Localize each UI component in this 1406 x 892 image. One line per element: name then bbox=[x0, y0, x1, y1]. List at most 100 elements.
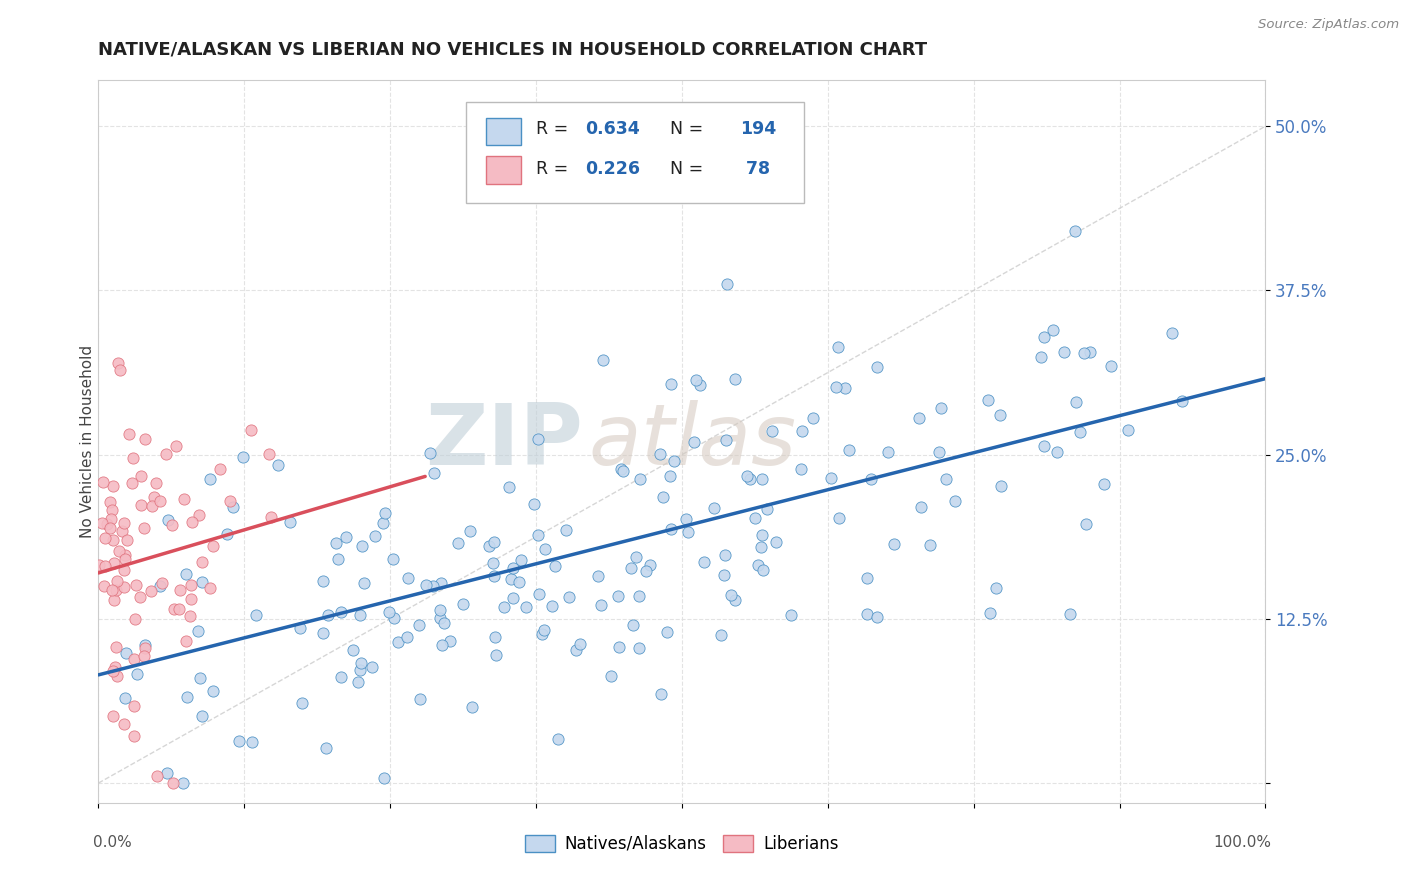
Text: N =: N = bbox=[658, 120, 709, 138]
Point bbox=[599, 668, 621, 682]
Point bbox=[461, 699, 484, 714]
Point bbox=[103, 557, 125, 571]
Point bbox=[714, 433, 737, 447]
Point bbox=[209, 461, 232, 475]
Point bbox=[820, 471, 842, 485]
Point bbox=[198, 472, 221, 486]
Point bbox=[415, 578, 437, 592]
Point bbox=[860, 472, 883, 486]
Point bbox=[430, 638, 453, 652]
Point bbox=[628, 640, 651, 655]
Text: 0.226: 0.226 bbox=[585, 161, 640, 178]
Point bbox=[222, 500, 245, 514]
Point bbox=[202, 684, 225, 698]
Point bbox=[422, 579, 444, 593]
Point bbox=[650, 687, 672, 701]
Text: 0.634: 0.634 bbox=[585, 120, 640, 138]
Point bbox=[122, 450, 145, 465]
Point bbox=[200, 582, 222, 596]
Point bbox=[176, 690, 198, 704]
Text: 0.0%: 0.0% bbox=[93, 835, 131, 850]
Point bbox=[349, 608, 371, 623]
Point bbox=[98, 521, 121, 535]
Point bbox=[166, 439, 188, 453]
Point bbox=[100, 512, 122, 526]
Point bbox=[364, 529, 387, 543]
Point bbox=[429, 575, 451, 590]
Point bbox=[330, 670, 353, 684]
Point bbox=[531, 627, 554, 641]
Point bbox=[492, 599, 515, 614]
Point bbox=[149, 579, 172, 593]
Point bbox=[134, 640, 156, 655]
Point bbox=[129, 468, 152, 483]
Point bbox=[592, 353, 614, 368]
Text: ZIP: ZIP bbox=[425, 400, 582, 483]
Point bbox=[693, 555, 716, 569]
Point bbox=[477, 540, 499, 554]
Point bbox=[112, 716, 135, 731]
Point bbox=[387, 635, 409, 649]
Point bbox=[112, 516, 135, 530]
Point bbox=[240, 423, 263, 437]
Point bbox=[396, 631, 419, 645]
Point bbox=[676, 524, 699, 539]
Point bbox=[360, 660, 382, 674]
Point bbox=[827, 340, 849, 354]
Point bbox=[423, 466, 446, 480]
Point bbox=[180, 577, 202, 591]
Point bbox=[349, 664, 371, 678]
Point bbox=[534, 542, 557, 557]
Point bbox=[735, 468, 758, 483]
Point bbox=[94, 532, 117, 546]
Point bbox=[409, 692, 432, 706]
Point bbox=[353, 576, 375, 591]
Point bbox=[724, 593, 747, 607]
Point bbox=[419, 445, 441, 459]
Point bbox=[174, 634, 197, 648]
Point bbox=[515, 600, 537, 615]
Point bbox=[624, 549, 647, 564]
Point bbox=[498, 480, 520, 494]
Point bbox=[142, 490, 165, 504]
Point bbox=[219, 493, 242, 508]
Point bbox=[752, 563, 775, 577]
Point bbox=[160, 518, 183, 533]
Point bbox=[451, 597, 474, 611]
Point bbox=[908, 411, 931, 425]
Point bbox=[105, 583, 128, 598]
Point bbox=[180, 515, 202, 529]
Point bbox=[433, 615, 456, 630]
Point bbox=[114, 563, 136, 577]
Point bbox=[232, 450, 254, 465]
Point bbox=[191, 574, 214, 589]
Point bbox=[1073, 346, 1095, 360]
Point bbox=[174, 566, 197, 581]
Point bbox=[838, 443, 860, 458]
Point bbox=[481, 556, 503, 570]
Point bbox=[396, 571, 419, 585]
Point bbox=[129, 498, 152, 512]
Point bbox=[291, 697, 314, 711]
Point bbox=[134, 638, 156, 652]
Point bbox=[523, 497, 546, 511]
FancyBboxPatch shape bbox=[465, 102, 804, 203]
Point bbox=[1059, 607, 1081, 621]
Point bbox=[167, 602, 190, 616]
Point bbox=[103, 592, 125, 607]
Point bbox=[790, 462, 813, 476]
Point bbox=[382, 611, 405, 625]
Point bbox=[533, 624, 555, 638]
Point bbox=[761, 425, 783, 439]
Point bbox=[188, 671, 211, 685]
Point bbox=[606, 590, 628, 604]
Point bbox=[714, 549, 737, 563]
Point bbox=[685, 373, 707, 387]
Point bbox=[586, 569, 609, 583]
Point bbox=[979, 606, 1001, 620]
Point bbox=[290, 621, 312, 635]
Point bbox=[866, 609, 889, 624]
Point bbox=[101, 583, 124, 598]
Point bbox=[610, 461, 633, 475]
Point bbox=[228, 734, 250, 748]
